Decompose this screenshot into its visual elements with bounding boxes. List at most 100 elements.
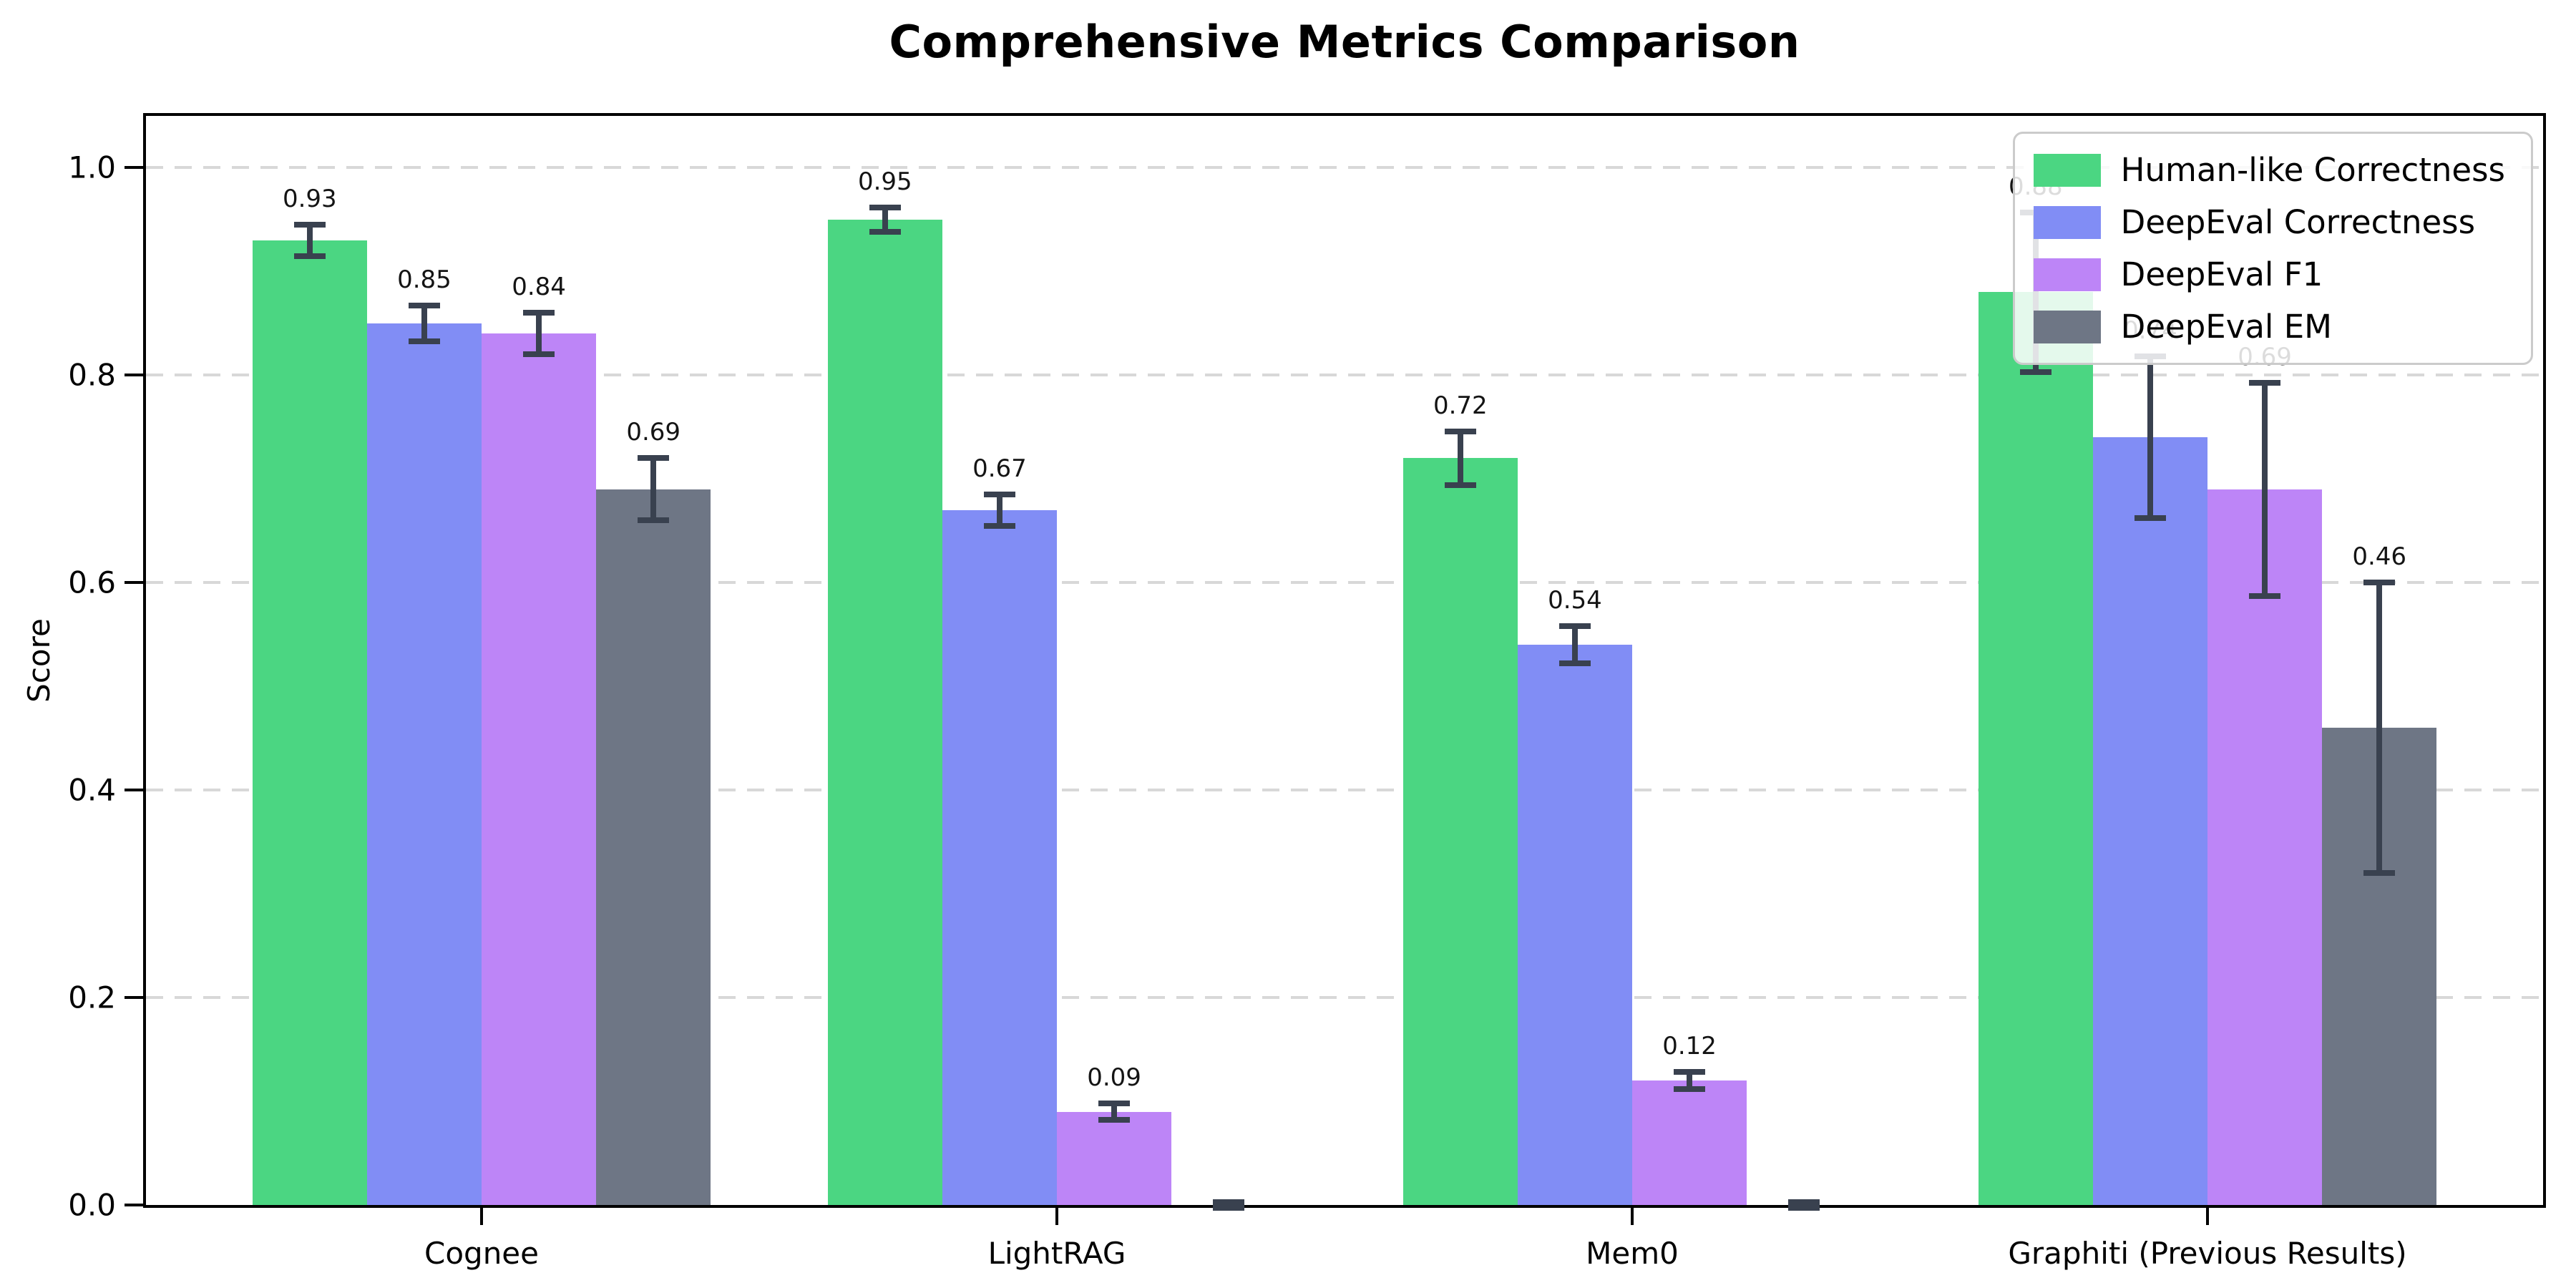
legend: Human-like Correctness DeepEval Correctne… — [2012, 132, 2533, 365]
bar-value-label: 0.84 — [512, 273, 566, 302]
error-bar — [306, 225, 313, 256]
error-bar-cap — [1788, 1205, 1820, 1211]
y-tick-label: 0.4 — [68, 772, 116, 808]
y-tick — [125, 1204, 143, 1206]
error-bar — [1801, 1201, 1807, 1209]
y-tick-label: 0.2 — [68, 980, 116, 1015]
x-tick-label: LightRAG — [987, 1236, 1126, 1271]
bar — [2207, 489, 2323, 1205]
bar — [252, 240, 367, 1205]
error-bar — [650, 458, 657, 521]
bar-value-label: 0.95 — [857, 167, 912, 196]
error-bar-cap — [638, 455, 670, 462]
error-bar — [536, 313, 542, 355]
legend-item: DeepEval F1 — [2033, 255, 2505, 293]
legend-label: DeepEval EM — [2120, 308, 2332, 346]
legend-swatch — [2033, 258, 2101, 291]
bar-value-label: 0.85 — [397, 265, 452, 295]
y-tick — [125, 789, 143, 792]
error-bar-cap — [1098, 1100, 1131, 1106]
bar — [596, 489, 711, 1205]
error-bar-cap — [1213, 1199, 1245, 1205]
error-bar-cap — [2134, 515, 2166, 522]
error-bar — [1457, 431, 1463, 486]
plot-area: 0.0 0.2 0.4 0.6 0.8 1.0 Cognee 0.93 0.85 0.84 0.6… — [68, 113, 2546, 1271]
error-bar-cap — [2249, 379, 2281, 386]
error-bar-cap — [293, 222, 326, 228]
error-bar — [1687, 1072, 1693, 1089]
legend-label: DeepEval F1 — [2120, 255, 2323, 293]
bar — [942, 509, 1057, 1205]
legend-swatch — [2033, 153, 2101, 187]
y-tick — [125, 996, 143, 1000]
error-bar-cap — [2363, 870, 2396, 877]
chart-title: Comprehensive Metrics Comparison — [889, 16, 1800, 68]
error-bar — [2376, 582, 2383, 874]
bar — [366, 323, 482, 1205]
y-tick-label: 1.0 — [68, 150, 116, 185]
error-bar-cap — [638, 517, 670, 524]
bar — [1057, 1111, 1172, 1205]
y-axis-title: Score — [21, 618, 57, 703]
error-bar-cap — [293, 253, 326, 259]
x-tick-label: Graphiti (Previous Results) — [2008, 1236, 2407, 1271]
bar-value-label: 0.69 — [626, 418, 681, 447]
error-bar-cap — [1213, 1205, 1245, 1211]
x-tick — [480, 1208, 483, 1225]
y-tick-label: 0.6 — [68, 565, 116, 600]
error-bar-cap — [1444, 428, 1476, 434]
error-bar-cap — [2019, 369, 2051, 376]
error-bar — [2147, 356, 2153, 519]
error-bar — [1111, 1103, 1118, 1121]
bar-value-label: 0.67 — [972, 454, 1027, 484]
legend-label: DeepEval Correctness — [2120, 203, 2476, 241]
bar-value-label: 0.72 — [1433, 391, 1488, 420]
bar — [2092, 437, 2207, 1205]
x-tick — [1631, 1208, 1634, 1225]
legend-item: Human-like Correctness — [2033, 151, 2505, 189]
error-bar — [1571, 626, 1578, 664]
legend-item: DeepEval EM — [2033, 308, 2505, 346]
bar — [827, 219, 942, 1205]
x-tick-label: Mem0 — [1586, 1236, 1679, 1271]
legend-swatch — [2033, 205, 2101, 239]
error-bar-cap — [523, 310, 555, 316]
error-bar-cap — [408, 303, 440, 309]
error-bar — [996, 494, 1002, 526]
error-bar-cap — [1788, 1199, 1820, 1205]
error-bar — [2262, 382, 2268, 597]
legend-swatch — [2033, 310, 2101, 343]
error-bar-cap — [2249, 593, 2281, 600]
error-bar-cap — [869, 229, 901, 235]
y-tick — [125, 581, 143, 585]
bar — [1402, 458, 1518, 1205]
error-bar — [882, 207, 888, 233]
y-tick — [125, 374, 143, 377]
bar-value-label: 0.54 — [1548, 586, 1602, 615]
legend-item: DeepEval Correctness — [2033, 203, 2505, 241]
gridline — [146, 581, 2543, 585]
error-bar-cap — [983, 492, 1015, 498]
y-tick-label: 0.0 — [68, 1187, 116, 1223]
gridline — [146, 166, 2543, 170]
y-tick-label: 0.8 — [68, 357, 116, 393]
bar-value-label: 0.09 — [1087, 1063, 1141, 1092]
error-bar-cap — [1674, 1085, 1706, 1092]
error-bar-cap — [1558, 623, 1591, 630]
legend-label: Human-like Correctness — [2120, 151, 2505, 189]
bar — [482, 333, 597, 1205]
error-bar-cap — [869, 204, 901, 210]
gridline — [146, 996, 2543, 1000]
x-tick-label: Cognee — [424, 1236, 539, 1271]
error-bar-cap — [1098, 1117, 1131, 1123]
error-bar-cap — [408, 338, 440, 344]
gridline — [146, 374, 2543, 377]
bar-value-label: 0.12 — [1662, 1032, 1717, 1061]
bar-value-label: 0.46 — [2352, 542, 2407, 572]
error-bar-cap — [523, 351, 555, 358]
bar — [1517, 645, 1632, 1205]
error-bar-cap — [983, 522, 1015, 529]
error-bar — [421, 306, 427, 341]
gridline — [146, 789, 2543, 792]
